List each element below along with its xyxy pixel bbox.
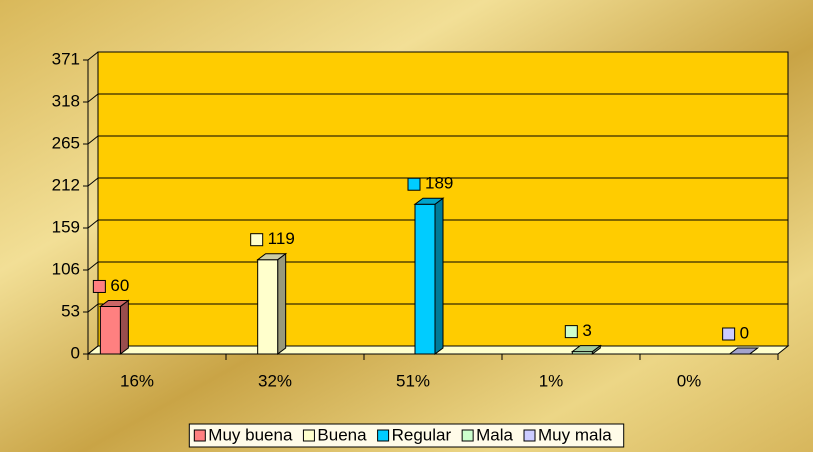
grid-line xyxy=(87,51,99,61)
data-label: 3 xyxy=(582,321,591,340)
y-tick-label: 371 xyxy=(52,49,80,68)
x-tick-label: 51% xyxy=(396,371,430,390)
grid-line xyxy=(87,93,99,103)
legend xyxy=(188,423,625,448)
label-key xyxy=(564,325,578,339)
x-tick-label: 16% xyxy=(120,371,154,390)
bar-top xyxy=(413,197,445,205)
legend-label: Muy mala xyxy=(538,425,612,444)
data-label: 119 xyxy=(268,229,295,248)
legend-key xyxy=(461,429,474,442)
x-tick-label: 1% xyxy=(539,371,564,390)
bar-top xyxy=(570,345,602,353)
data-label: 60 xyxy=(110,276,129,295)
label-key xyxy=(407,177,421,191)
y-tick-label: 0 xyxy=(71,343,80,362)
legend-key xyxy=(523,429,536,442)
bar-top xyxy=(256,253,288,261)
grid-line xyxy=(87,345,99,355)
y-tick-label: 265 xyxy=(52,133,80,152)
y-tick-label: 212 xyxy=(52,175,80,194)
grid-line xyxy=(87,303,99,313)
y-tick-label: 53 xyxy=(61,301,80,320)
bar xyxy=(257,259,279,355)
x-tick-label: 0% xyxy=(677,371,702,390)
bar-side xyxy=(434,197,444,355)
legend-key xyxy=(377,429,390,442)
bar-top xyxy=(728,347,760,355)
y-tick-label: 106 xyxy=(52,259,80,278)
bar xyxy=(414,203,436,355)
legend-label: Buena xyxy=(317,425,367,444)
bar-side xyxy=(119,299,129,355)
y-tick-label: 159 xyxy=(52,217,80,236)
legend-key xyxy=(302,429,315,442)
legend-label: Regular xyxy=(392,425,452,444)
y-tick-label: 318 xyxy=(52,91,80,110)
grid-line xyxy=(87,219,99,229)
data-label: 0 xyxy=(740,323,749,342)
label-key xyxy=(92,279,106,293)
data-label: 189 xyxy=(425,174,453,193)
label-key xyxy=(722,327,736,341)
x-tick-label: 32% xyxy=(258,371,292,390)
legend-label: Muy buena xyxy=(208,425,293,444)
grid-line xyxy=(87,135,99,145)
bar-top xyxy=(98,299,130,307)
bar-side xyxy=(277,252,287,355)
grid-line xyxy=(87,177,99,187)
grid-line xyxy=(87,261,99,271)
legend-label: Mala xyxy=(476,425,513,444)
bar xyxy=(99,305,121,355)
legend-key xyxy=(193,429,206,442)
label-key xyxy=(250,233,264,247)
